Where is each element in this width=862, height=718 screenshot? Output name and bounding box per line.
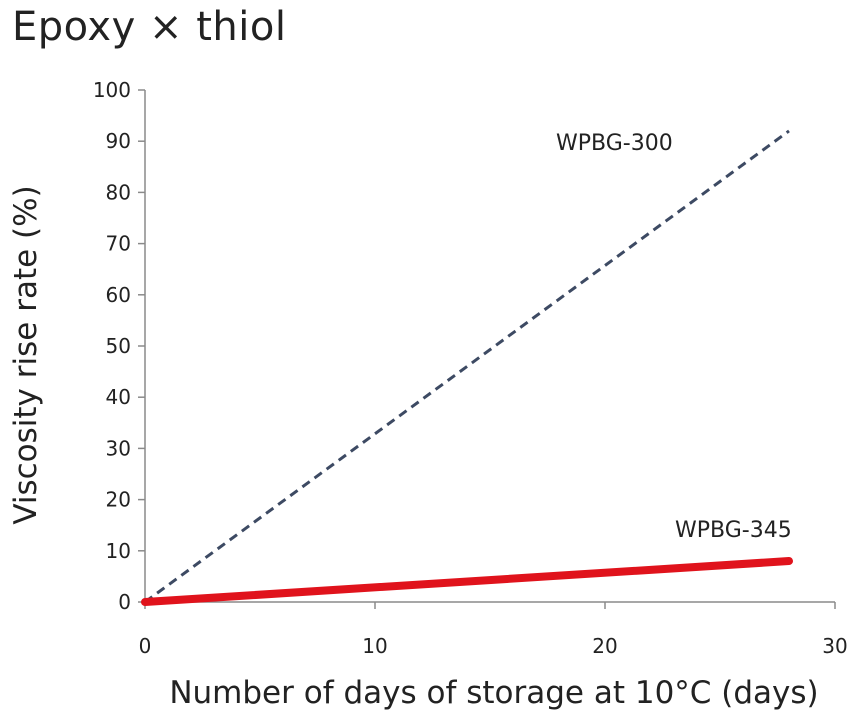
chart-title: Epoxy × thiol xyxy=(12,4,287,50)
y-tick-label: 90 xyxy=(106,129,131,153)
axes: 0 10 20 30 40 50 60 70 80 90 100 0 10 20 30 xyxy=(93,78,848,658)
y-tick-label: 20 xyxy=(106,488,131,512)
x-tick-label: 10 xyxy=(362,634,387,658)
series-line-wpbg-345 xyxy=(141,557,793,606)
y-tick-label: 0 xyxy=(118,590,131,614)
y-tick-label: 80 xyxy=(106,180,131,204)
series-label-wpbg-300: WPBG-300 xyxy=(556,131,673,156)
series-label-wpbg-345: WPBG-345 xyxy=(675,518,792,543)
x-axis-label: Number of days of storage at 10°C (days) xyxy=(169,675,818,711)
y-axis-label: Viscosity rise rate (%) xyxy=(8,185,44,524)
y-tick-label: 50 xyxy=(106,334,131,358)
x-tick-label: 20 xyxy=(592,634,617,658)
y-tick-label: 60 xyxy=(106,283,131,307)
x-tick-label: 0 xyxy=(139,634,152,658)
y-tick-label: 40 xyxy=(106,385,131,409)
y-tick-label: 10 xyxy=(106,539,131,563)
series-line-wpbg-300 xyxy=(144,129,790,604)
x-tick-label: 30 xyxy=(822,634,847,658)
y-tick-label: 30 xyxy=(106,436,131,460)
y-tick-label: 70 xyxy=(106,232,131,256)
y-tick-label: 100 xyxy=(93,78,131,102)
series-layer: WPBG-300 WPBG-345 xyxy=(141,129,793,606)
